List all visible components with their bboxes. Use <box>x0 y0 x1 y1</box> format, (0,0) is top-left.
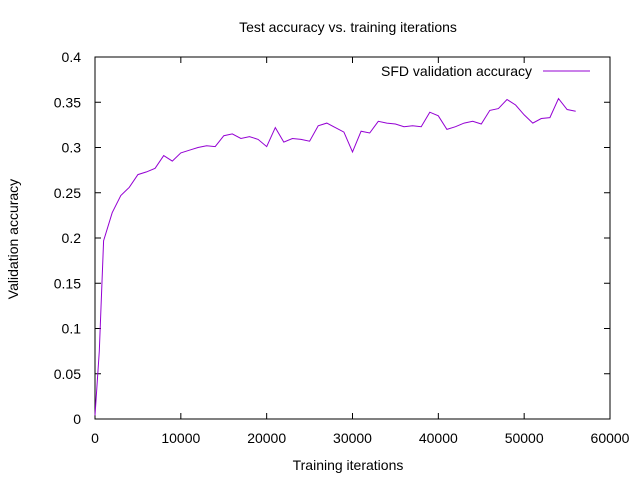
plot-area <box>94 56 611 420</box>
y-tick-label: 0 <box>73 411 81 427</box>
y-tick-label: 0.2 <box>62 230 82 246</box>
legend-label: SFD validation accuracy <box>381 63 532 79</box>
series-line <box>94 97 576 416</box>
y-tick-label: 0.4 <box>62 49 82 65</box>
y-tick-label: 0.15 <box>54 275 81 291</box>
y-tick-label: 0.25 <box>54 185 81 201</box>
y-tick-label: 0.1 <box>62 321 82 337</box>
y-tick-label: 0.3 <box>62 140 82 156</box>
x-tick-label: 0 <box>91 430 99 446</box>
y-tick-label: 0.35 <box>54 94 81 110</box>
x-tick-label: 30000 <box>333 430 372 446</box>
x-tick-label: 20000 <box>247 430 286 446</box>
chart-title: Test accuracy vs. training iterations <box>239 19 457 35</box>
x-axis-label: Training iterations <box>293 457 404 473</box>
x-tick-label: 60000 <box>591 430 630 446</box>
x-tick-label: 40000 <box>419 430 458 446</box>
y-axis-label: Validation accuracy <box>5 179 21 299</box>
y-tick-label: 0.05 <box>54 366 81 382</box>
x-tick-label: 10000 <box>161 430 200 446</box>
legend: SFD validation accuracy <box>381 63 590 79</box>
x-tick-label: 50000 <box>505 430 544 446</box>
